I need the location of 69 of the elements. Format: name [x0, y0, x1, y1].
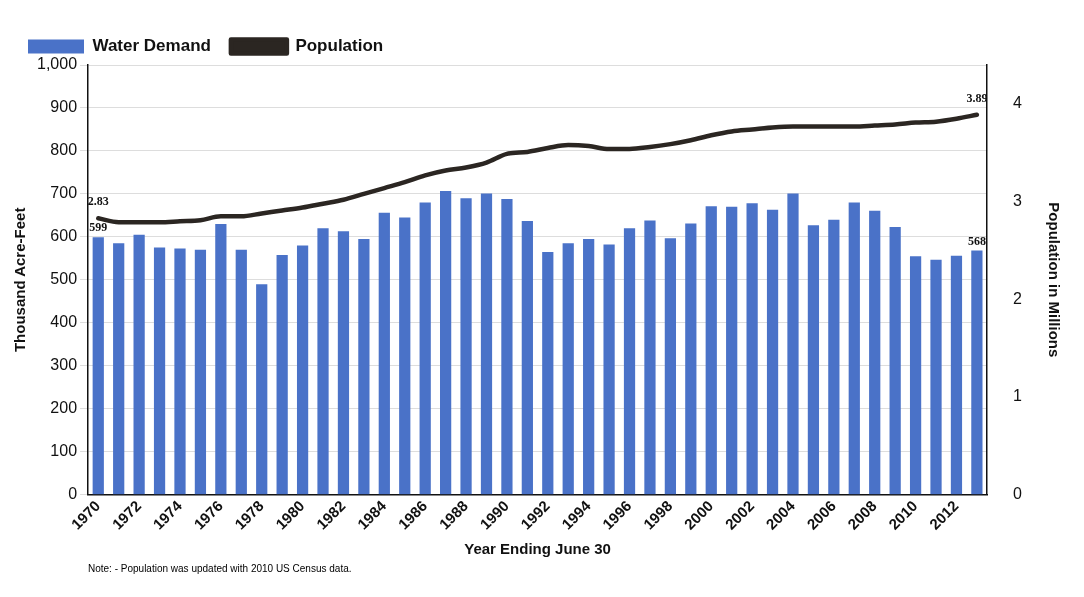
- bar: [317, 228, 329, 495]
- bar: [889, 226, 901, 495]
- bar: [705, 206, 717, 495]
- bar: [828, 219, 840, 495]
- bar: [358, 239, 370, 495]
- bar: [726, 206, 738, 495]
- bar: [930, 259, 942, 495]
- bar: [583, 239, 595, 495]
- bar: [664, 238, 677, 495]
- bar: [848, 202, 860, 495]
- bar: [869, 210, 881, 495]
- y2-tick-label: 0: [1013, 485, 1023, 503]
- data-label: 599: [89, 220, 108, 235]
- bar: [153, 247, 166, 495]
- bar: [521, 220, 533, 495]
- bar: [235, 249, 247, 495]
- bar: [501, 199, 513, 495]
- bar: [746, 203, 758, 495]
- bar: [92, 237, 104, 495]
- y2-tick-label: 1: [1013, 387, 1023, 405]
- y-tick-label: 500: [50, 270, 78, 288]
- bar: [950, 255, 963, 495]
- bar: [623, 228, 636, 495]
- y-axis-title: Thousand Acre-Feet: [11, 207, 29, 353]
- bar: [215, 223, 227, 495]
- bar: [644, 220, 656, 495]
- bar: [542, 251, 554, 495]
- bar: [480, 193, 493, 495]
- y-tick-label: 600: [50, 227, 78, 245]
- bar: [766, 209, 779, 495]
- bar: [276, 254, 288, 495]
- bar: [256, 284, 268, 495]
- bar: [337, 231, 350, 495]
- y-tick-label: 400: [50, 313, 78, 331]
- y-tick-label: 800: [50, 141, 78, 159]
- bar: [909, 256, 922, 495]
- bar: [971, 250, 983, 495]
- y-tick-label: 100: [50, 442, 78, 460]
- bar: [440, 190, 452, 495]
- bar: [296, 245, 309, 495]
- data-label: 2.83: [87, 194, 109, 209]
- legend-label: Water Demand: [92, 36, 211, 56]
- bar: [460, 198, 472, 495]
- y-tick-label: 900: [50, 98, 78, 116]
- bar: [787, 193, 799, 495]
- bar: [603, 244, 615, 495]
- y-tick-label: 300: [50, 356, 78, 374]
- y-tick-label: 200: [50, 399, 78, 417]
- bar: [378, 212, 390, 495]
- y-tick-label: 700: [50, 184, 78, 202]
- data-label: 568: [967, 233, 986, 248]
- legend-label: Population: [295, 36, 384, 56]
- bar: [685, 223, 697, 495]
- bar: [174, 248, 186, 495]
- bar: [113, 243, 125, 495]
- y-tick-label: 0: [68, 485, 78, 503]
- y-tick-label: 1,000: [36, 55, 78, 73]
- y2-axis-title: Population in Millions: [1045, 202, 1063, 358]
- bar: [399, 217, 411, 495]
- text: Note: - Population was updated with 2010 US Census data.: [88, 563, 353, 574]
- bar: [807, 225, 820, 495]
- bar: [419, 202, 431, 495]
- y2-tick-label: 2: [1013, 289, 1023, 307]
- bar: [562, 243, 574, 495]
- bar: [194, 249, 207, 495]
- x-axis-title: Year Ending June 30: [464, 540, 611, 558]
- y2-tick-label: 4: [1013, 94, 1023, 112]
- bar: [133, 234, 145, 495]
- y2-tick-label: 3: [1013, 192, 1023, 210]
